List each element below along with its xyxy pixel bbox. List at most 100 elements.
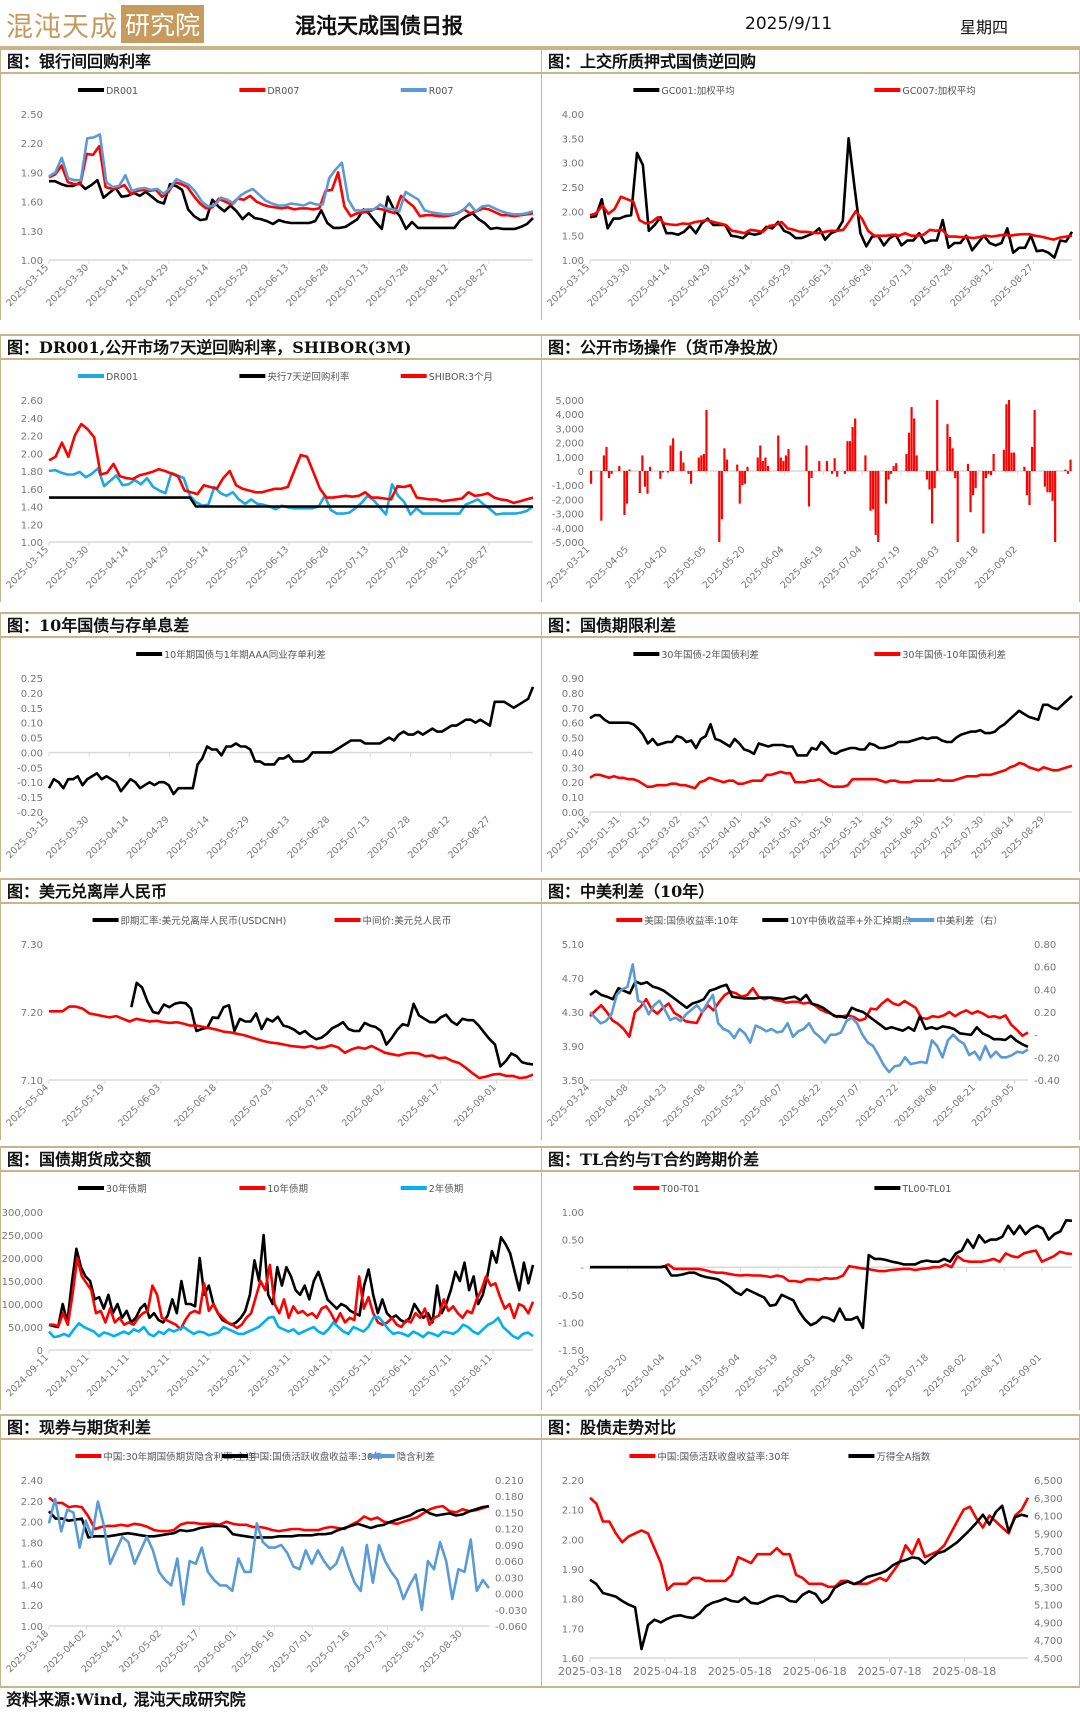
- bar: [1064, 469, 1067, 471]
- bar: [889, 471, 893, 474]
- bar: [987, 471, 990, 474]
- y-tick-label: 0: [578, 467, 584, 478]
- series-line-2: [48, 1315, 534, 1340]
- panel-stock-bond: 图：股债走势对比 中国:国债活跃收盘收益率:30年 万得全A指数 1.60 1.70 1…: [541, 1414, 1080, 1686]
- panel-title: 图：公开市场操作（货币净投放）: [542, 334, 1079, 360]
- chart-usdcnh: 即期汇率:美元兑离岸人民币(USDCNH) 中间价:美元兑人民币 7.10 7.20 7…: [4, 915, 534, 1129]
- panel-title: 图：10年国债与存单息差: [1, 612, 541, 638]
- bar: [892, 466, 895, 471]
- y-tick-label: 2.50: [21, 110, 43, 121]
- y-tick-label: 1.00: [562, 1208, 584, 1219]
- bar: [910, 407, 913, 471]
- y-tick-label: 0.40: [562, 748, 584, 759]
- x-tick-label: 2025-05-19: [60, 1082, 107, 1129]
- bar: [646, 471, 649, 494]
- y-tick-label: 5,000: [555, 396, 584, 407]
- panel-exchange-repo: 图：上交所质押式国债逆回购 GC001:加权平均 GC007:加权平均 1.00 1.…: [541, 48, 1080, 320]
- y2-tick-label: 6,500: [1034, 1476, 1063, 1487]
- series-line-0: [590, 1249, 1073, 1284]
- bar: [641, 455, 644, 471]
- bar: [746, 466, 749, 471]
- y-tick-label: -0.10: [17, 778, 43, 789]
- bar: [969, 471, 972, 513]
- bar: [1066, 471, 1070, 474]
- series-line-1: [589, 1504, 1029, 1651]
- y-tick-label: 1.60: [21, 1559, 43, 1570]
- series-line-2: [47, 1497, 491, 1612]
- y-tick-label: 1.60: [21, 198, 43, 209]
- bar: [679, 451, 682, 471]
- bar: [689, 471, 693, 484]
- y-tick-label: 1.50: [562, 232, 584, 243]
- y-tick-label: 7.10: [21, 1076, 43, 1087]
- bar: [1025, 471, 1029, 496]
- y-tick-label: 250,000: [2, 1231, 43, 1242]
- bar: [590, 471, 593, 484]
- y-tick-label: 1.00: [21, 538, 43, 549]
- legend-item: 央行7天逆回购利率: [239, 371, 350, 383]
- panel-omo-net-injection: 图：公开市场操作（货币净投放） -5,000 -4,000 -3,000 -2,000…: [541, 334, 1080, 602]
- y2-tick-label: -0.060: [495, 1622, 527, 1633]
- legend-label: 中国:国债活跃收盘收益率:30年: [250, 1451, 383, 1463]
- y-tick-label: 1.20: [21, 520, 43, 531]
- series-line-0: [49, 178, 534, 231]
- bar: [915, 455, 918, 471]
- bar: [759, 445, 762, 471]
- bar: [1033, 409, 1036, 471]
- y-tick-label: 50,000: [8, 1323, 43, 1334]
- y2-tick-label: 4,500: [1034, 1654, 1063, 1665]
- y-tick-label: 4.70: [562, 974, 584, 985]
- legend-label: 中国:国债活跃收盘收益率:30年: [657, 1451, 790, 1463]
- chart-term-spread: 30年国债-2年国债利差 30年国债-10年国债利差 0.00 0.10 0.20 0.3…: [545, 649, 1073, 861]
- legend-label: DR001: [106, 372, 138, 383]
- bar: [1054, 471, 1057, 542]
- legend-label: T00-T01: [660, 1184, 699, 1195]
- bar: [848, 441, 852, 471]
- y2-tick-label: 5,100: [1034, 1601, 1063, 1612]
- bar: [982, 471, 985, 534]
- bar: [864, 455, 867, 471]
- panel-calendar-spread: 图：TL合约与T合约跨期价差 T00-T01 TL00-TL01 -1.50 -1.0…: [541, 1146, 1080, 1410]
- y-tick-label: 2.00: [21, 449, 43, 460]
- panel-cash-futures-spread: 图：现券与期货利差 中国:30年期国债期货隐含利率:主连 中国:国债活跃收盘收益率…: [0, 1414, 542, 1686]
- bar: [643, 471, 647, 487]
- y-tick-label: 100,000: [2, 1300, 43, 1311]
- y-tick-label: 2.00: [21, 1518, 43, 1529]
- legend-item: 中国:30年期国债期货隐含利率:主连: [75, 1451, 255, 1463]
- bar: [872, 471, 875, 510]
- bar: [607, 471, 611, 479]
- series-line-0: [589, 137, 1074, 259]
- series-line-0: [48, 1233, 535, 1329]
- y-tick-label: 1.90: [562, 1565, 584, 1576]
- y-tick-label: 0.00: [562, 808, 584, 819]
- bar: [720, 471, 723, 520]
- legend-item: T00-T01: [633, 1184, 700, 1195]
- legend-item: 即期汇率:美元兑离岸人民币(USDCNH): [92, 915, 286, 927]
- bar: [756, 457, 759, 471]
- y-tick-label: 0.20: [21, 689, 43, 700]
- series-line-1: [49, 1256, 535, 1331]
- bar: [1002, 449, 1005, 471]
- legend-item: GC001:加权平均: [633, 85, 735, 97]
- y-tick-label: 2.40: [21, 414, 43, 425]
- y2-tick-label: 4,700: [1034, 1636, 1063, 1647]
- series-line-2: [589, 963, 1029, 1074]
- report-date: 2025/9/11: [745, 14, 833, 34]
- legend-label: 10年期国债与1年期AAA同业存单利差: [164, 649, 326, 661]
- series-line-0: [589, 694, 1073, 757]
- x-tick-label: 2025-08-27: [989, 262, 1036, 309]
- y-tick-label: 1.30: [21, 227, 43, 238]
- chart-cn-us-spread: 美国:国债收益率:10年 10Y中债收益率+外汇掉期点 中美利差（右） 3.50 3.9…: [545, 915, 1060, 1129]
- bar: [966, 463, 970, 471]
- y-tick-label: 2.50: [562, 183, 584, 194]
- legend-label: GC001:加权平均: [661, 85, 734, 97]
- y-tick-label: 1.60: [21, 485, 43, 496]
- series-line-0: [48, 1496, 490, 1533]
- y-tick-label: 3,000: [555, 424, 584, 435]
- bar: [738, 471, 741, 504]
- y-tick-label: -: [580, 1263, 584, 1274]
- legend-item: 30年国债-2年国债利差: [633, 649, 759, 661]
- legend-label: 10Y中债收益率+外汇掉期点: [790, 915, 911, 927]
- bar: [659, 471, 662, 479]
- legend-item: 中美利差（右）: [908, 915, 1003, 927]
